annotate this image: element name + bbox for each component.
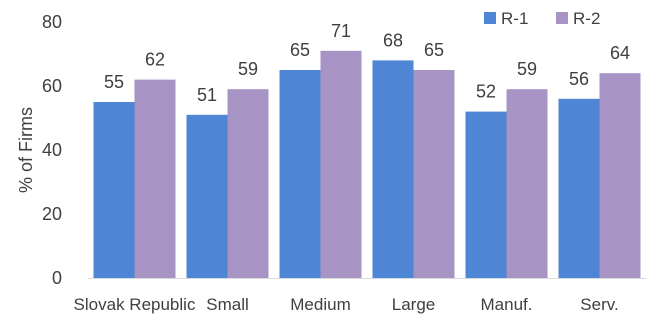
bar-r-1: [465, 111, 507, 278]
bar-r-1: [558, 98, 600, 278]
y-tick-label: 80: [42, 12, 62, 32]
y-tick-label: 60: [42, 76, 62, 96]
legend-swatch: [484, 12, 496, 24]
y-tick-label: 0: [52, 268, 62, 288]
data-label: 52: [476, 82, 496, 102]
x-tick-label: Manuf.: [481, 295, 533, 314]
data-label: 59: [238, 59, 258, 79]
x-tick-label: Slovak Republic: [74, 295, 196, 314]
bar-r-2: [599, 73, 641, 278]
bar-r-1: [93, 102, 135, 278]
bar-r-1: [372, 60, 414, 279]
data-label: 55: [104, 72, 124, 92]
data-label: 62: [145, 50, 165, 70]
y-axis-title: % of Firms: [16, 107, 36, 193]
x-axis: Slovak Republic Small Medium Large Manuf. Ser…: [74, 295, 619, 314]
x-tick-label: Medium: [290, 295, 350, 314]
data-label: 65: [290, 40, 310, 60]
data-label: 51: [197, 85, 217, 105]
data-label: 64: [610, 43, 630, 63]
legend-swatch: [556, 12, 568, 24]
bar-r-1: [279, 70, 321, 278]
y-tick-label: 20: [42, 204, 62, 224]
legend: R-1 R-2: [484, 9, 600, 28]
y-axis: 0 20 40 60 80: [42, 12, 62, 288]
legend-label: R-2: [573, 9, 600, 28]
bar-r-2: [320, 50, 362, 278]
x-tick-label: Small: [206, 295, 249, 314]
y-tick-label: 40: [42, 140, 62, 160]
bar-r-1: [186, 114, 228, 278]
bar-r-2: [134, 79, 176, 278]
data-label: 65: [424, 40, 444, 60]
data-label: 71: [331, 21, 351, 41]
bar-r-2: [413, 70, 455, 278]
x-tick-label: Serv.: [580, 295, 618, 314]
bar-r-2: [227, 89, 269, 278]
x-tick-label: Large: [392, 295, 435, 314]
data-label: 56: [569, 69, 589, 89]
data-label: 59: [517, 59, 537, 79]
bar-r-2: [506, 89, 548, 278]
data-label: 68: [383, 30, 403, 50]
bars: 55 62 51 59 65 71 68 65 52 59 56 64: [93, 21, 641, 279]
legend-label: R-1: [501, 9, 528, 28]
